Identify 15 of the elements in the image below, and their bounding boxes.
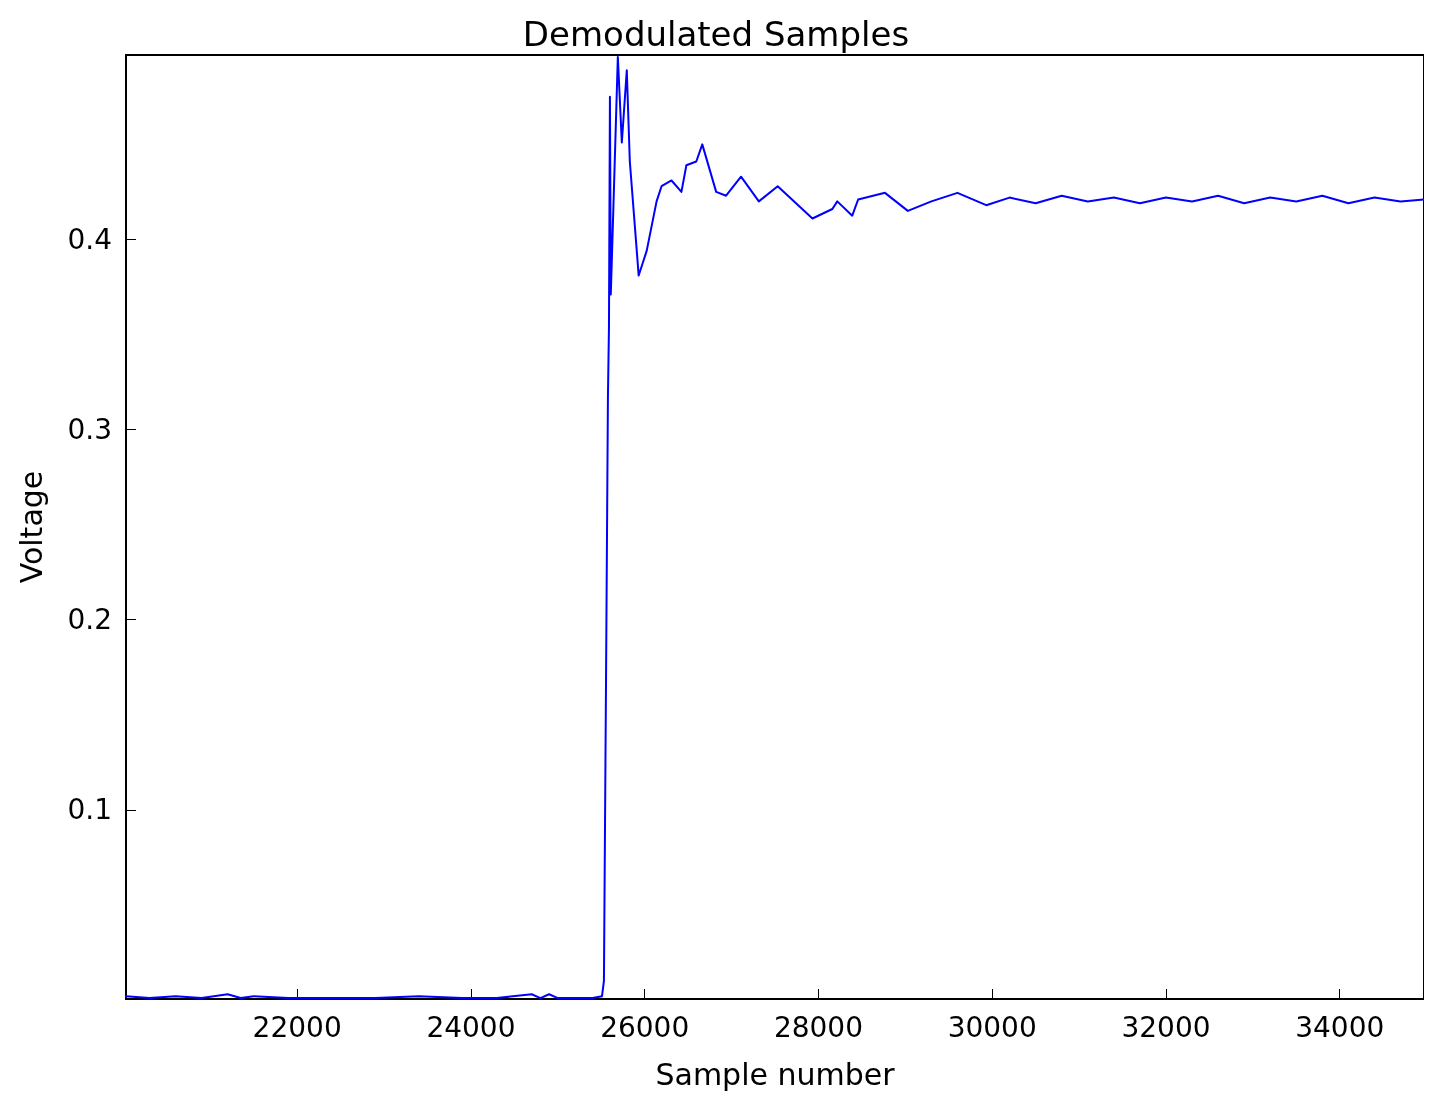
x-tick-label: 34000 (1295, 1010, 1385, 1044)
x-tick-label: 32000 (1121, 1010, 1211, 1044)
x-axis-title: Sample number (655, 1056, 896, 1092)
y-tick-label: 0.2 (67, 603, 112, 637)
x-tick-label: 28000 (773, 1010, 863, 1044)
line-series (125, 55, 1424, 1000)
x-tick-label: 30000 (947, 1010, 1037, 1044)
x-tick-label: 26000 (600, 1010, 690, 1044)
y-tick-label: 0.3 (67, 413, 112, 447)
x-tick-label: 24000 (426, 1010, 516, 1044)
x-tick-label: 22000 (252, 1010, 342, 1044)
y-axis-title: Voltage (13, 470, 49, 584)
y-tick-label: 0.1 (67, 793, 112, 827)
y-tick-label: 0.4 (67, 222, 112, 256)
chart-title: Demodulated Samples (522, 14, 910, 54)
